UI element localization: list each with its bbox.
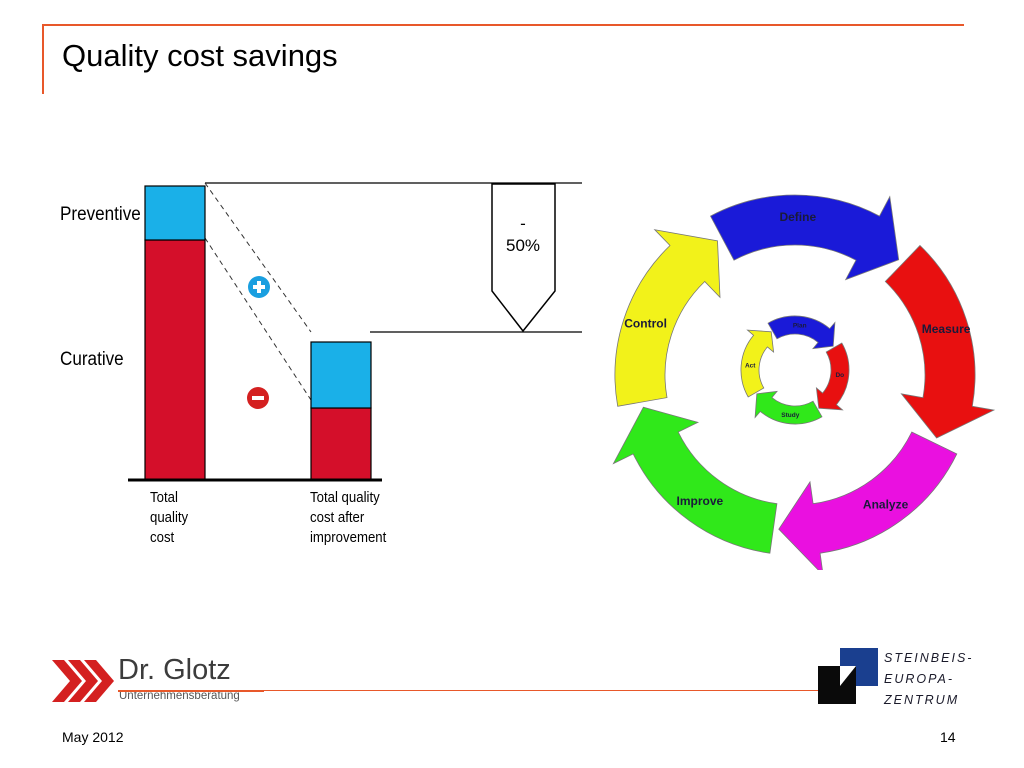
cycle-arrow-define	[709, 194, 900, 281]
cycle-label-define: Define	[779, 210, 816, 224]
caption-line: Total quality	[310, 489, 380, 506]
reduction-callout-shape	[491, 183, 556, 333]
cycle-arrow-study	[754, 390, 823, 425]
header-accent-bar	[42, 24, 44, 94]
bar-curative-1	[144, 239, 206, 481]
caption-line: cost after	[310, 509, 365, 526]
logo-line: STEINBEIS-	[884, 651, 974, 665]
cycle-label-analyze: Analyze	[863, 497, 909, 511]
caption-line: quality	[150, 509, 189, 526]
caption-line: cost	[150, 529, 175, 546]
dr-glotz-logo-text: Dr. Glotz	[118, 654, 231, 686]
reduction-sign: -	[520, 214, 526, 233]
page-number: 14	[940, 729, 956, 745]
reduction-value: 50%	[505, 236, 541, 255]
bar-curative-2	[310, 407, 372, 481]
cycle-arrow-plan	[767, 315, 836, 350]
header-accent-line	[42, 24, 964, 26]
minus-icon	[247, 387, 269, 409]
dashed-line-preventive	[204, 182, 312, 333]
dashed-line-curative	[204, 237, 312, 401]
footer-accent-line	[118, 690, 264, 692]
bar-preventive-1	[144, 185, 206, 241]
bar-caption-after: Total quality cost after improvement	[310, 488, 386, 548]
dr-glotz-subtitle: Unternehmensberatung	[119, 690, 240, 702]
cycle-label-plan: Plan	[793, 322, 807, 329]
reduction-label: - 50%	[492, 213, 554, 257]
logo-line: ZENTRUM	[884, 693, 960, 707]
cycle-arrow-control	[614, 229, 721, 407]
cycle-arrow-analyze	[778, 431, 958, 570]
logo-line: EUROPA-	[884, 672, 955, 686]
cycle-label-control: Control	[624, 317, 667, 331]
preventive-label: Preventive	[60, 204, 141, 225]
footer-divider	[264, 690, 820, 691]
steinbeis-logo-text: STEINBEIS- EUROPA- ZENTRUM	[884, 648, 973, 711]
cycle-label-do: Do	[835, 372, 844, 379]
caption-line: Total	[150, 489, 178, 506]
cycle-arrow-act	[740, 329, 775, 398]
chevron-logo-icon	[52, 660, 114, 702]
cycle-label-act: Act	[745, 363, 756, 370]
bar-caption-before: Total quality cost	[150, 488, 188, 548]
cycle-arrow-do	[815, 342, 850, 411]
bars-group	[144, 185, 372, 481]
cycle-arrow-measure	[884, 244, 996, 439]
inner-cycle-arrows: Plan Do Study Act	[740, 315, 850, 425]
quality-cost-chart	[128, 182, 582, 482]
outer-cycle-arrows: Define Measure Analyze Improve Control	[612, 194, 996, 570]
slide-date: May 2012	[62, 729, 124, 745]
squares-logo-icon	[818, 648, 878, 704]
plus-icon	[248, 276, 270, 298]
cycle-label-improve: Improve	[677, 494, 724, 508]
cycle-label-study: Study	[781, 412, 799, 419]
cycle-label-measure: Measure	[922, 322, 971, 336]
bar-preventive-2	[310, 341, 372, 409]
cycle-arrow-improve	[612, 406, 778, 554]
caption-line: improvement	[310, 529, 387, 546]
curative-label: Curative	[60, 349, 124, 370]
slide-title: Quality cost savings	[62, 38, 338, 73]
